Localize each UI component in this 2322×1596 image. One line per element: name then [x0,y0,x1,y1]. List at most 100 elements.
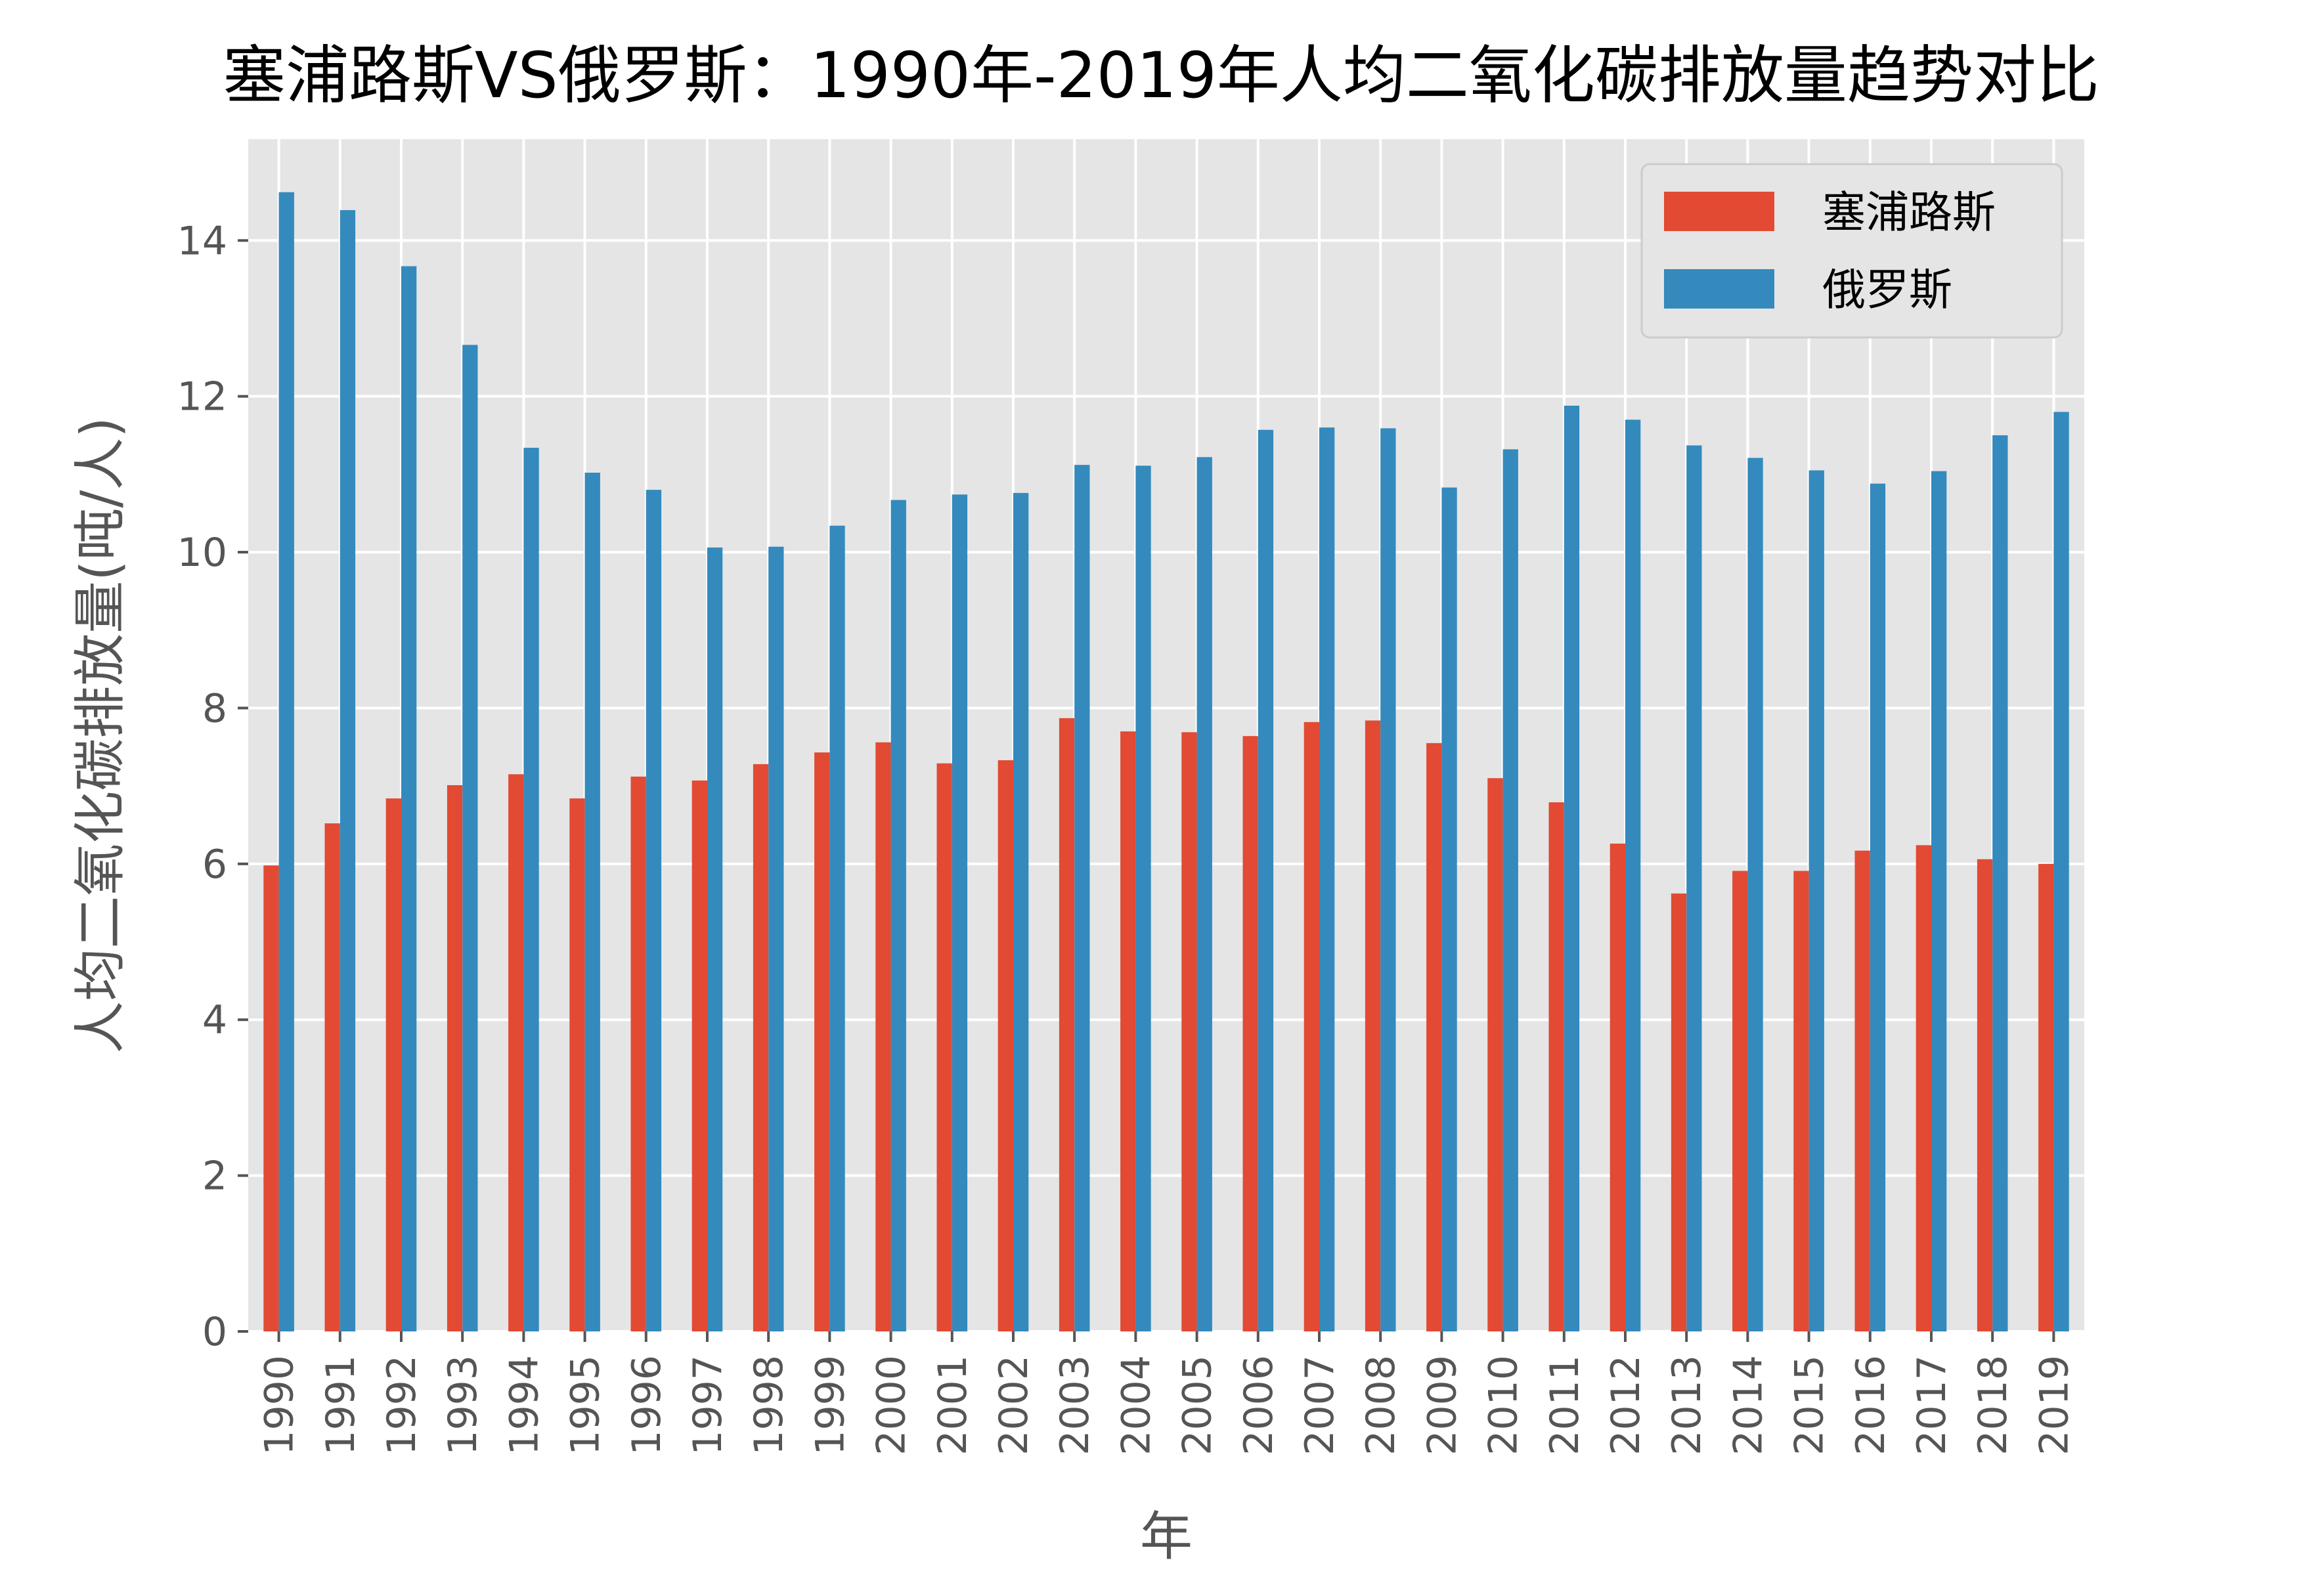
bar-cyprus [1671,893,1687,1331]
y-tick-label: 6 [202,842,227,888]
bar-russia [768,546,784,1331]
bar-russia [1808,470,1824,1331]
bar-russia [952,494,968,1331]
x-tick-label: 2014 [1725,1355,1771,1456]
bar-cyprus [1610,843,1625,1331]
bar-russia [401,266,417,1332]
legend: 塞浦路斯 俄罗斯 [1640,163,2063,339]
y-tick-label: 10 [177,530,227,576]
x-tick-label: 2002 [991,1355,1037,1456]
legend-swatch-cyprus [1664,192,1774,231]
bar-russia [523,448,539,1331]
bar-cyprus [1120,731,1136,1331]
x-tick-label: 1995 [563,1355,609,1456]
bar-cyprus [1854,850,1870,1331]
bar-russia [1870,483,1886,1331]
bar-russia [707,547,723,1331]
bar-russia [340,210,356,1331]
legend-swatch-russia [1664,269,1774,309]
x-tick-label: 2005 [1175,1355,1221,1456]
y-tick-label: 8 [202,685,227,731]
bar-cyprus [1487,778,1503,1331]
bar-cyprus [263,865,279,1331]
x-tick-label: 2010 [1481,1355,1527,1456]
bar-russia [1564,405,1580,1331]
bar-russia [1380,428,1396,1331]
x-tick-label: 1999 [807,1355,853,1456]
x-tick-label: 2012 [1603,1355,1649,1456]
bar-cyprus [1059,718,1075,1331]
x-tick-label: 2015 [1787,1355,1833,1456]
bar-russia [1625,420,1641,1331]
x-tick-label: 2016 [1848,1355,1894,1456]
bar-cyprus [630,776,646,1331]
bar-cyprus [1426,743,1442,1331]
bar-russia [462,345,478,1331]
y-tick-label: 4 [202,997,227,1043]
bar-russia [1931,471,1947,1331]
bar-cyprus [1732,871,1748,1331]
bar-cyprus [385,798,401,1331]
bar-russia [1258,429,1274,1332]
x-tick-label: 2007 [1297,1355,1343,1456]
legend-label-russia: 俄罗斯 [1822,265,1952,315]
bar-russia [1747,458,1763,1331]
bar-cyprus [1977,859,1993,1331]
x-tick-label: 2001 [930,1355,976,1456]
x-tick-label: 1993 [440,1355,486,1456]
bar-russia [646,490,662,1331]
x-tick-label: 2018 [1970,1355,2016,1456]
x-tick-label: 1996 [624,1355,670,1456]
y-tick-label: 2 [202,1154,227,1199]
x-tick-label: 1997 [685,1355,731,1456]
bar-cyprus [1181,732,1197,1331]
x-axis-label: 年 [1140,1506,1193,1567]
x-tick-label: 2008 [1358,1355,1404,1456]
bar-russia [1319,427,1335,1332]
x-tick-label: 1990 [257,1355,303,1456]
bar-cyprus [753,764,769,1331]
x-tick-label: 2000 [869,1355,915,1456]
x-tick-label: 1992 [379,1355,425,1456]
chart-title: 塞浦路斯VS俄罗斯：1990年-2019年人均二氧化碳排放量趋势对比 [223,39,2099,112]
x-tick-label: 2017 [1909,1355,1955,1456]
bar-russia [278,192,294,1331]
x-tick-label: 2013 [1664,1355,1710,1456]
y-axis: 0 2 4 6 8 10 12 14 [177,218,248,1355]
bar-cyprus [1365,720,1381,1331]
x-tick-label: 2003 [1052,1355,1098,1456]
x-tick-label: 2006 [1236,1355,1282,1456]
x-axis: 1990 1991 1992 1993 1994 1995 1996 1997 1998 1999… [257,1331,2077,1456]
bar-cyprus [447,785,463,1331]
bar-cyprus [1242,736,1258,1331]
bar-russia [1196,457,1212,1332]
bar-cyprus [1303,722,1319,1331]
legend-label-cyprus: 塞浦路斯 [1822,187,1996,238]
bar-russia [1502,449,1518,1331]
x-tick-label: 1998 [746,1355,792,1456]
bar-cyprus [875,742,891,1331]
x-tick-label: 1991 [318,1355,364,1456]
bar-russia [1074,465,1090,1331]
x-tick-label: 2004 [1113,1355,1159,1456]
bar-russia [2053,412,2069,1332]
y-axis-label: 人均二氧化碳排放量(吨/人) [70,417,131,1053]
bar-russia [584,473,600,1331]
bar-cyprus [1548,802,1564,1331]
bar-cyprus [569,798,585,1331]
bar-russia [1013,492,1029,1331]
bar-russia [890,500,906,1331]
bar-series [263,192,2069,1332]
bar-cyprus [1793,871,1809,1331]
x-tick-label: 1994 [501,1355,547,1456]
bar-russia [1135,465,1151,1331]
y-tick-label: 0 [202,1309,227,1355]
y-tick-label: 14 [177,218,227,264]
bar-cyprus [936,763,952,1331]
bar-cyprus [1916,845,1931,1331]
bar-cyprus [508,774,524,1331]
bar-russia [1992,435,2008,1331]
bar-cyprus [814,752,830,1331]
bar-russia [1686,445,1702,1331]
